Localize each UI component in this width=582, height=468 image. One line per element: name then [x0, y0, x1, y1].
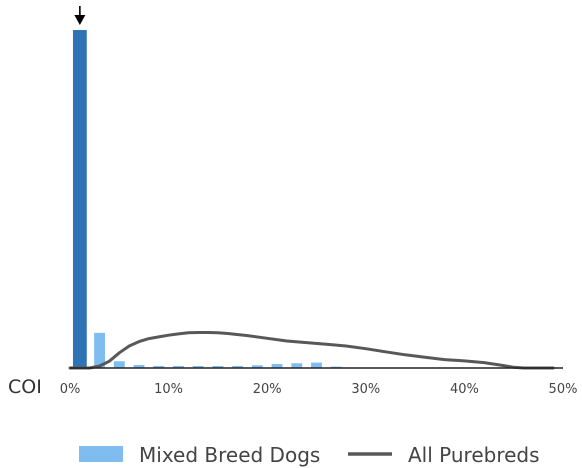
- bar-highlight: [72, 30, 87, 368]
- x-tick-label: 40%: [450, 382, 479, 397]
- x-tick-label: 30%: [351, 382, 380, 397]
- bar-mixed-breed: [133, 364, 145, 368]
- x-ticks-group: 0% 10% 20% 30% 40% 50%: [60, 382, 578, 397]
- bar-mixed-breed: [311, 362, 322, 368]
- bar-mixed-breed: [94, 332, 106, 368]
- bar-mixed-breed: [192, 365, 204, 368]
- down-arrow-icon: [74, 15, 86, 25]
- bar-mixed-breed: [153, 365, 165, 368]
- bar-mixed-breed: [212, 365, 224, 368]
- bar-mixed-breed: [232, 365, 244, 368]
- x-axis-title: COI: [8, 376, 42, 398]
- legend-label-purebreds: All Purebreds: [408, 443, 540, 467]
- bar-mixed-breed: [271, 363, 283, 368]
- bars-group: [72, 30, 342, 368]
- highlight-marker: [74, 6, 86, 25]
- x-tick-label: 20%: [253, 382, 282, 397]
- bar-mixed-breed: [113, 361, 125, 368]
- legend-label-mixed-breed: Mixed Breed Dogs: [139, 443, 320, 467]
- bar-mixed-breed: [251, 365, 263, 368]
- bar-mixed-breed: [173, 365, 184, 368]
- legend: Mixed Breed Dogs All Purebreds: [79, 443, 540, 467]
- line-all-purebreds: [68, 331, 555, 370]
- bar-mixed-breed: [291, 363, 303, 368]
- x-tick-label: 0%: [60, 382, 81, 397]
- line-group: [68, 331, 555, 370]
- x-tick-label: 10%: [154, 382, 183, 397]
- x-tick-label: 50%: [549, 382, 578, 397]
- legend-swatch-mixed-breed: [79, 446, 123, 462]
